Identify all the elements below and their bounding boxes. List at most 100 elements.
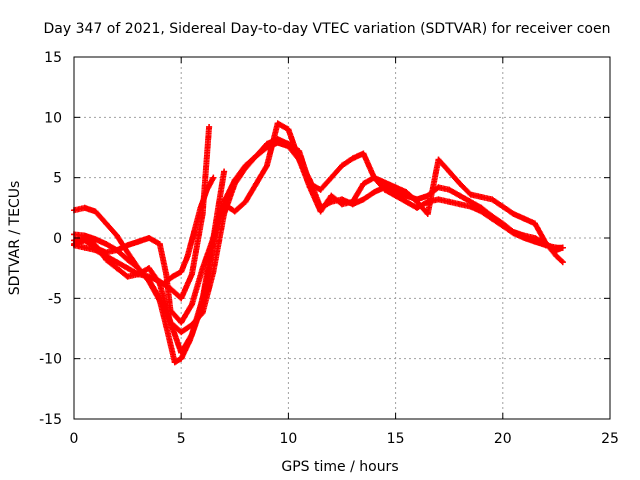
y-tick-label: -15 — [39, 412, 62, 428]
data-point — [156, 295, 163, 302]
data-point — [221, 168, 228, 175]
data-point — [317, 208, 324, 215]
data-point — [113, 259, 120, 266]
data-point — [403, 189, 410, 196]
data-point — [478, 193, 485, 200]
data-point — [531, 238, 538, 245]
chart-title: Day 347 of 2021, Sidereal Day-to-day VTE… — [44, 21, 611, 37]
data-point — [263, 140, 270, 147]
data-point — [163, 278, 170, 285]
axis-ticks — [73, 56, 611, 420]
data-point — [446, 186, 453, 193]
data-point — [210, 235, 217, 241]
data-point — [446, 168, 453, 175]
data-point — [167, 285, 174, 292]
series-track-1 — [71, 139, 566, 366]
data-point — [113, 232, 120, 239]
data-point — [231, 208, 238, 215]
data-point — [499, 203, 506, 210]
data-point — [178, 268, 185, 275]
data-point — [339, 201, 345, 208]
data-point — [499, 222, 506, 229]
series-points — [71, 120, 566, 326]
data-point — [188, 271, 195, 278]
data-point — [349, 198, 356, 205]
data-point — [103, 220, 110, 227]
x-axis-label: GPS time / hours — [281, 459, 398, 475]
data-point — [339, 162, 345, 169]
data-point — [328, 174, 335, 181]
data-point — [231, 180, 238, 187]
y-tick-label: -10 — [39, 352, 62, 368]
data-point — [113, 247, 120, 254]
y-tick-label: -5 — [48, 291, 62, 307]
data-point — [467, 191, 474, 198]
data-point — [188, 331, 195, 338]
x-tick-label: 25 — [601, 431, 619, 447]
series-points — [71, 139, 566, 366]
data-point — [478, 208, 485, 215]
data-point — [371, 174, 378, 181]
data-point — [113, 265, 120, 272]
data-point — [146, 265, 153, 272]
tick-labels: 0 5 10 15 20 25 -15 -10 -5 0 5 10 15 — [39, 50, 619, 447]
y-tick-label: 5 — [53, 171, 62, 187]
y-axis-label: SDTVAR / TECUs — [7, 181, 23, 296]
x-tick-label: 0 — [70, 431, 79, 447]
data-point — [414, 198, 421, 205]
data-point — [285, 126, 292, 133]
data-point — [446, 198, 453, 205]
data-point — [156, 278, 163, 285]
data-point — [146, 235, 153, 241]
data-point — [559, 259, 566, 266]
data-point — [456, 192, 463, 199]
data-point — [178, 355, 185, 362]
data-point — [92, 208, 99, 215]
data-point — [403, 198, 410, 205]
data-point — [178, 319, 185, 326]
x-tick-label: 10 — [279, 431, 297, 447]
data-point — [559, 244, 566, 251]
data-point — [306, 184, 313, 191]
data-point — [163, 323, 170, 330]
x-tick-label: 5 — [177, 431, 186, 447]
data-point — [392, 192, 399, 199]
data-point — [167, 307, 174, 314]
data-point — [203, 186, 210, 193]
data-point — [210, 174, 217, 181]
y-tick-label: 10 — [44, 110, 62, 126]
data-point — [553, 244, 560, 251]
data-point — [206, 123, 213, 130]
data-point — [456, 201, 463, 208]
series-track-3 — [71, 120, 566, 326]
data-point — [435, 196, 442, 203]
data-point — [103, 253, 110, 260]
data-point — [178, 329, 185, 336]
data-point — [542, 239, 549, 246]
data-point — [81, 232, 88, 239]
data-point — [521, 215, 528, 222]
data-point — [296, 156, 303, 163]
data-point — [317, 186, 324, 193]
data-point — [163, 271, 170, 278]
data-point — [489, 215, 496, 222]
data-point — [521, 235, 528, 241]
data-point — [435, 156, 442, 163]
data-point — [349, 155, 356, 162]
data-point — [178, 295, 185, 302]
data-point — [81, 244, 88, 251]
data-point — [328, 192, 335, 199]
data-point — [510, 210, 517, 217]
x-tick-label: 20 — [494, 431, 512, 447]
data-point — [197, 204, 204, 211]
data-point — [184, 253, 191, 260]
data-point — [553, 253, 560, 260]
data-point — [360, 196, 367, 203]
data-point — [456, 180, 463, 187]
data-point — [360, 150, 367, 157]
series-track-5 — [163, 174, 217, 285]
data-point — [371, 189, 378, 196]
data-point — [199, 265, 206, 272]
data-point — [124, 242, 131, 249]
